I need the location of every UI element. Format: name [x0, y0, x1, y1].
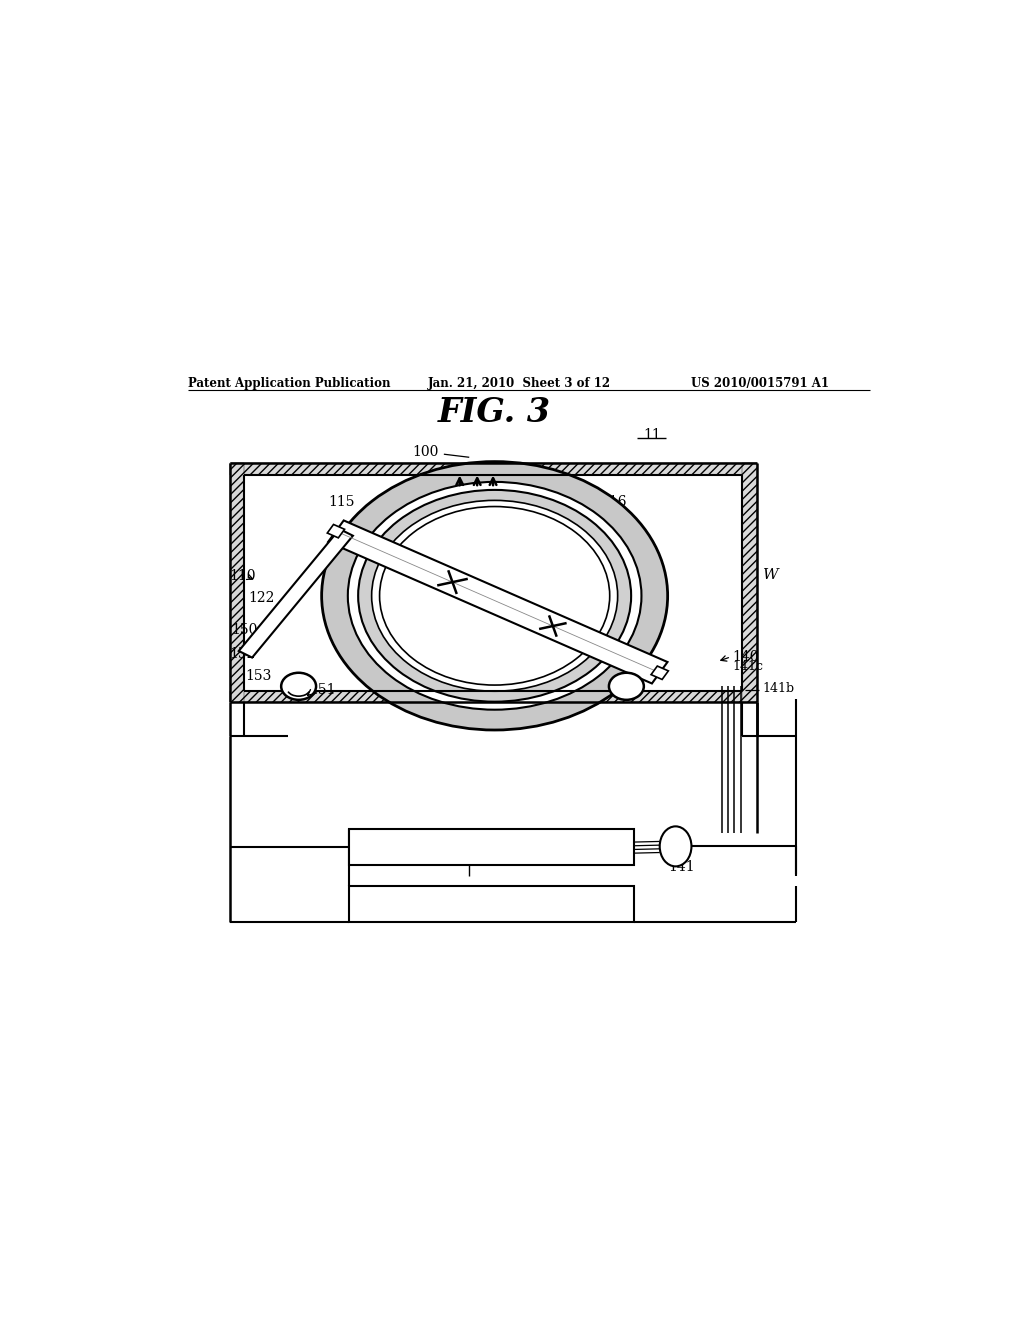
- Circle shape: [322, 462, 668, 730]
- Polygon shape: [651, 667, 669, 680]
- Text: 142: 142: [552, 686, 579, 701]
- Text: Patent Application Publication: Patent Application Publication: [187, 378, 390, 389]
- Text: 150: 150: [231, 623, 258, 636]
- Text: FIG. 3: FIG. 3: [438, 396, 551, 429]
- Circle shape: [282, 673, 316, 700]
- Ellipse shape: [659, 826, 691, 866]
- Bar: [229, 463, 757, 702]
- Text: 122: 122: [249, 590, 275, 605]
- Bar: [229, 692, 757, 702]
- Text: 134a: 134a: [549, 657, 581, 671]
- Text: 144a: 144a: [382, 655, 414, 668]
- Text: 11: 11: [643, 428, 660, 441]
- Text: 144b: 144b: [428, 663, 460, 676]
- Text: 110: 110: [229, 569, 256, 583]
- Text: 116: 116: [600, 495, 627, 508]
- Text: 153: 153: [246, 669, 271, 682]
- Text: 151: 151: [309, 682, 336, 697]
- Text: 154: 154: [325, 620, 351, 635]
- Text: 144c: 144c: [468, 668, 499, 681]
- Text: 115: 115: [328, 495, 354, 508]
- Text: 205: 205: [409, 902, 435, 915]
- Bar: [244, 474, 742, 692]
- Bar: [742, 463, 757, 702]
- Circle shape: [609, 673, 644, 700]
- Polygon shape: [239, 529, 353, 657]
- Text: W: W: [763, 569, 778, 582]
- Text: 200: 200: [409, 845, 435, 858]
- Text: 143: 143: [552, 676, 579, 689]
- Text: 134b: 134b: [549, 667, 581, 680]
- Bar: [348, 829, 634, 865]
- Text: FLUID SUPPLY DEVICE: FLUID SUPPLY DEVICE: [424, 841, 559, 854]
- Circle shape: [348, 482, 641, 710]
- Circle shape: [372, 500, 617, 692]
- Circle shape: [358, 490, 631, 702]
- Text: Jan. 21, 2010  Sheet 3 of 12: Jan. 21, 2010 Sheet 3 of 12: [428, 378, 611, 389]
- Text: 141: 141: [669, 859, 695, 874]
- Polygon shape: [328, 520, 668, 684]
- Circle shape: [380, 507, 609, 685]
- Bar: [229, 463, 244, 702]
- Text: US 2010/0015791 A1: US 2010/0015791 A1: [691, 378, 829, 389]
- Bar: [229, 463, 757, 474]
- Text: NOZZLE DRIVING DEVICE: NOZZLE DRIVING DEVICE: [412, 898, 570, 911]
- Text: 141c: 141c: [733, 660, 764, 673]
- Text: 152: 152: [229, 647, 256, 661]
- Text: 140: 140: [733, 649, 759, 664]
- Polygon shape: [328, 524, 344, 537]
- Text: 100: 100: [412, 445, 438, 459]
- Text: 141b: 141b: [763, 681, 795, 694]
- Bar: [348, 887, 634, 923]
- Text: 141a: 141a: [552, 696, 584, 709]
